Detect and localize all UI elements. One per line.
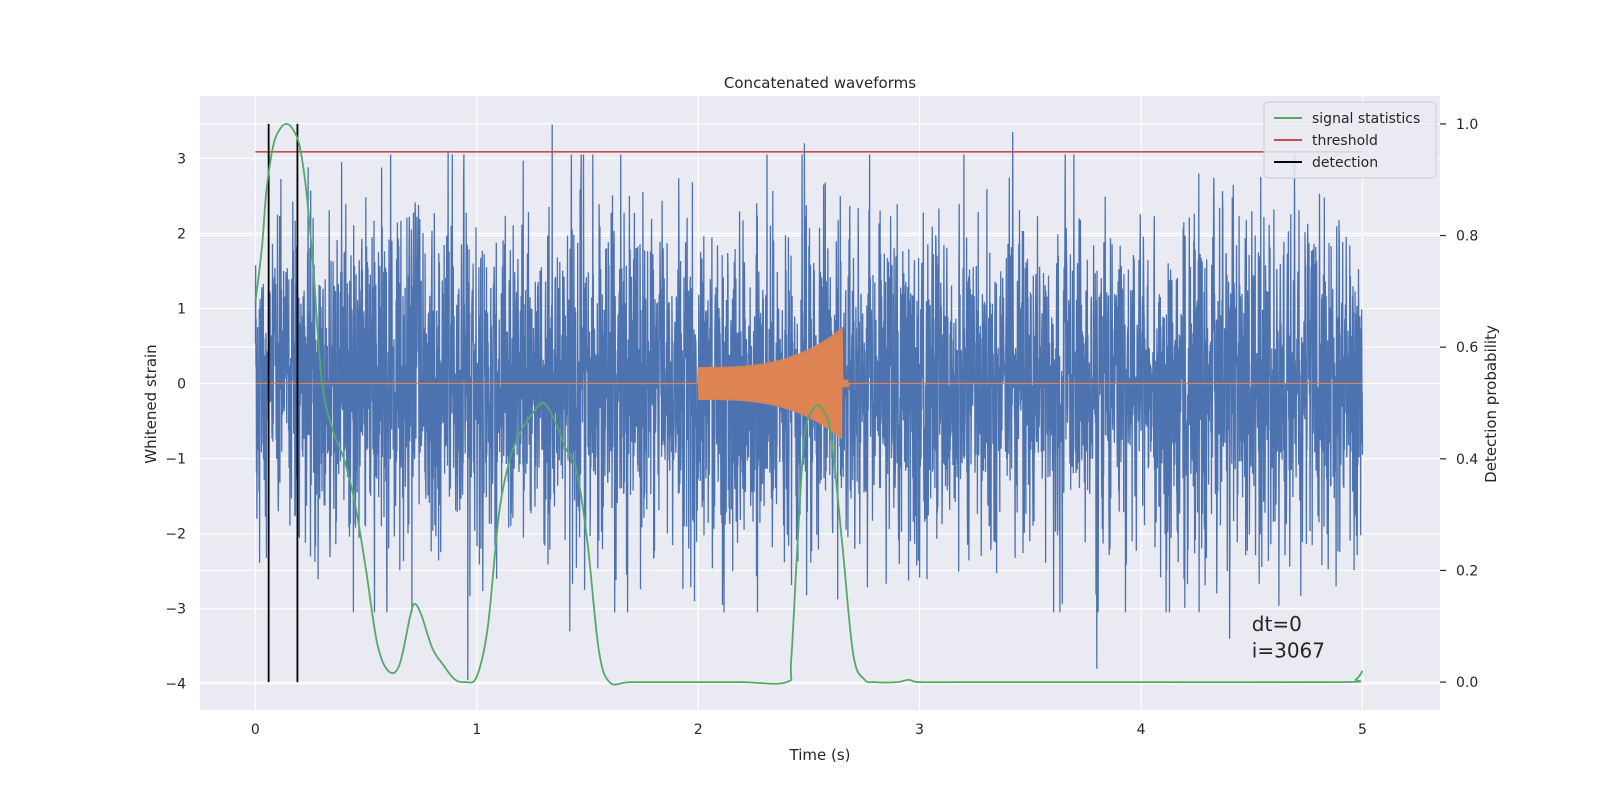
- x-tick-label: 1: [472, 722, 481, 738]
- x-axis-label: Time (s): [789, 746, 851, 764]
- legend-label: signal statistics: [1312, 111, 1420, 127]
- y-tick-label-right: 0.0: [1456, 675, 1478, 691]
- y-tick-label: 3: [177, 151, 186, 167]
- annotation-text: dt=0: [1252, 612, 1302, 636]
- y-tick-label: −3: [165, 602, 186, 618]
- ticks: 0 1 2 3 4 5 −4 −3 −2 −1 0 1 2 3 0.0 0.2 0.4 0.6 0.8 1.0: [165, 117, 1478, 738]
- y-tick-label-right: 0.2: [1456, 563, 1478, 579]
- x-tick-label: 4: [1137, 722, 1146, 738]
- y-tick-label-right: 0.8: [1456, 229, 1478, 245]
- annotations: dt=0i=3067: [1252, 612, 1325, 662]
- annotation-text: i=3067: [1252, 638, 1325, 662]
- y-tick-label: −2: [165, 527, 186, 543]
- y-tick-label-right: 0.6: [1456, 340, 1478, 356]
- y-axis-label-right: Detection probability: [1482, 325, 1500, 483]
- y-tick-label-right: 1.0: [1456, 117, 1478, 133]
- y-tick-label: −1: [165, 452, 186, 468]
- legend-label: detection: [1312, 155, 1378, 171]
- chart-title: Concatenated waveforms: [724, 74, 916, 92]
- y-tick-label: 2: [177, 226, 186, 242]
- x-tick-label: 0: [251, 722, 260, 738]
- legend-box: [1263, 101, 1437, 179]
- y-tick-label: 1: [177, 301, 186, 317]
- y-tick-label: 0: [177, 376, 186, 392]
- legend-label: threshold: [1312, 133, 1378, 149]
- strain-noise-line: [254, 124, 1364, 681]
- y-tick-label-right: 0.4: [1456, 452, 1478, 468]
- x-tick-label: 5: [1358, 722, 1367, 738]
- x-tick-label: 2: [694, 722, 703, 738]
- legend: signal statistics threshold detection: [1263, 101, 1437, 179]
- signal-statistics-line: [254, 122, 1364, 686]
- x-tick-label: 3: [915, 722, 924, 738]
- plot-area: [254, 122, 1364, 686]
- y-axis-label: Whitened strain: [142, 344, 160, 463]
- y-tick-label: −4: [165, 677, 186, 693]
- chirp-line: [255, 327, 1363, 440]
